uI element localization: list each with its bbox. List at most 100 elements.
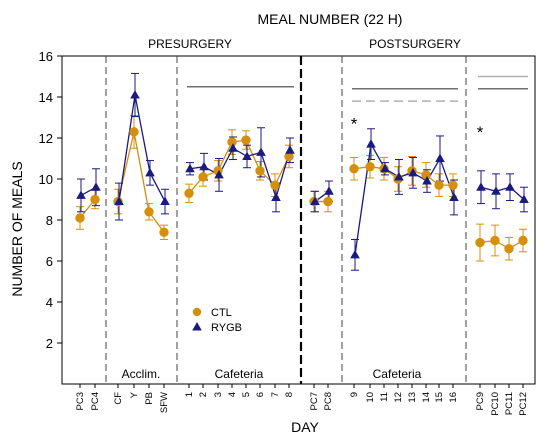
section-label-bottom: Cafeteria [373,367,422,381]
y-tick-label: 14 [39,90,53,105]
data-point-rygb [491,186,501,195]
data-point-rygb [214,169,224,179]
x-tick-label: SFW [159,392,170,413]
x-tick-label: PC8 [323,392,334,410]
data-point-ctl [448,180,458,190]
y-tick-label: 16 [39,49,53,64]
data-point-rygb [160,196,170,206]
x-tick-label: 14 [421,392,432,403]
legend-label: CTL [211,307,232,319]
data-point-rygb [408,167,418,177]
data-point-ctl [144,207,154,217]
data-point-rygb [228,143,238,152]
x-tick-label: 9 [349,392,360,397]
data-point-rygb [350,249,360,259]
data-point-ctl [270,180,280,190]
data-point-rygb [310,196,320,206]
y-tick-label: 10 [39,172,53,187]
series-line-rygb [118,94,166,202]
section-label-bottom: Acclim. [122,367,161,381]
data-point-rygb [145,167,155,177]
y-tick-label: 8 [46,213,53,228]
x-tick-label: PC7 [309,392,320,410]
data-point-ctl [198,172,208,182]
data-point-ctl [504,244,514,254]
chart-title: MEAL NUMBER (22 H) [258,11,403,27]
section-label-top: POSTSURGERY [369,37,461,51]
legend-marker-rygb [192,322,202,331]
data-point-ctl [129,127,139,137]
data-point-rygb [114,196,124,206]
x-tick-label: 3 [213,392,224,397]
x-tick-label: PC4 [90,392,101,410]
significance-star: * [477,123,484,142]
x-tick-label: 4 [227,392,238,397]
x-tick-label: PB [144,392,155,405]
y-tick-label: 4 [46,295,53,310]
data-point-rygb [519,194,529,203]
y-tick-label: 12 [39,131,53,146]
data-point-rygb [394,171,404,181]
x-tick-label: 13 [407,392,418,403]
x-tick-label: PC11 [504,392,515,415]
x-tick-label: 1 [184,392,195,397]
section-label-top: PRESURGERY [148,37,232,51]
data-point-rygb [505,182,515,191]
x-tick-label: PC9 [475,392,486,410]
x-tick-label: 10 [365,392,376,403]
data-point-rygb [130,89,140,99]
data-point-ctl [349,164,359,174]
x-tick-label: CF [113,392,124,405]
data-point-ctl [365,162,375,172]
data-point-rygb [324,186,334,195]
data-point-ctl [255,166,265,176]
data-point-rygb [449,192,459,201]
series-line-ctl [117,131,165,233]
x-tick-label: 12 [393,392,404,403]
data-point-ctl [518,235,528,246]
series-line-ctl [479,239,524,250]
data-point-rygb [76,190,86,199]
x-tick-label: PC10 [490,392,501,416]
legend-marker-ctl [192,307,202,317]
x-tick-label: 16 [448,392,459,403]
x-tick-label: 15 [434,392,445,403]
data-point-ctl [241,135,251,145]
x-tick-label: 6 [255,392,266,397]
data-point-rygb [271,192,281,201]
section-label-bottom: Cafeteria [215,367,264,381]
x-tick-label: 11 [379,392,390,402]
series-line-rygb [354,142,455,255]
x-tick-label: PC12 [518,392,529,416]
data-point-ctl [490,235,500,246]
data-point-rygb [476,182,486,191]
data-point-rygb [242,151,252,160]
x-axis-label: DAY [291,419,319,435]
y-tick-label: 6 [46,254,53,269]
legend: CTL RYGB [192,307,242,334]
data-point-ctl [90,194,100,205]
data-point-rygb [199,161,209,171]
data-point-rygb [185,163,195,173]
data-point-ctl [475,237,485,248]
data-point-rygb [380,163,390,173]
data-point-ctl [159,227,169,238]
x-tick-label: 7 [270,392,281,397]
data-point-ctl [184,188,194,199]
data-point-ctl [323,196,333,207]
data-point-rygb [256,147,266,156]
data-point-rygb [285,145,295,154]
data-point-rygb [435,153,445,162]
x-tick-label: PC3 [75,392,86,410]
y-axis-label: NUMBER OF MEALS [9,161,25,296]
legend-label: RYGB [211,322,242,334]
data-point-rygb [422,176,432,185]
x-tick-label: 2 [198,392,209,397]
x-tick-label: 8 [284,392,295,397]
data-point-ctl [434,180,444,190]
x-tick-label: 5 [241,392,252,397]
series-line-rygb [480,186,525,200]
x-tick-label: Y [129,391,140,398]
